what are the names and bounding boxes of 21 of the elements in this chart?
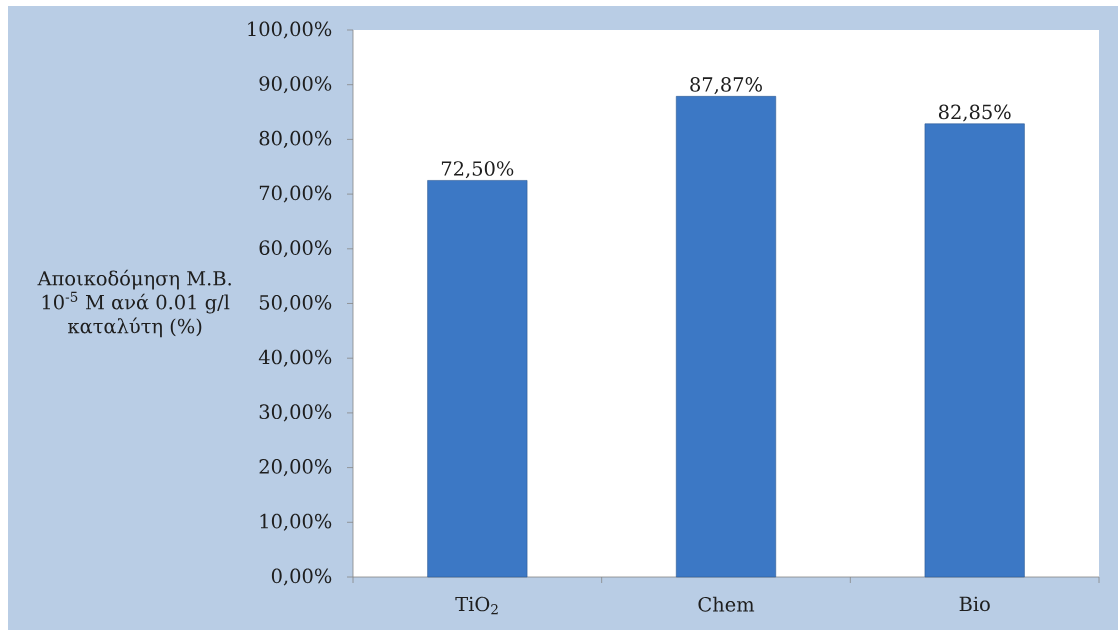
y-tick-label: 70,00% xyxy=(259,185,332,203)
y-tick-label: 100,00% xyxy=(248,21,332,39)
data-label: 72,50% xyxy=(441,161,514,179)
bar xyxy=(675,96,777,578)
x-tick-label: TiO$_{2}$ xyxy=(455,596,498,615)
bar xyxy=(427,180,528,578)
y-axis-title: Αποικοδόμηση Μ.Β. 10$^{-5}$ M ανά 0.01 g/l καταλύτη (%) xyxy=(37,269,231,338)
y-tick-label: 80,00% xyxy=(259,130,332,148)
y-tick-label: 50,00% xyxy=(259,294,332,313)
y-tick-label: 10,00% xyxy=(260,513,332,531)
data-label: 87,87% xyxy=(690,77,762,95)
y-tick-label: 30,00% xyxy=(259,404,332,422)
x-tick-label: Bio xyxy=(959,596,990,612)
y-tick-label: 60,00% xyxy=(259,240,332,258)
bar xyxy=(924,123,1025,578)
y-tick-label: 90,00% xyxy=(259,76,332,94)
data-label: 82,85% xyxy=(938,104,1011,122)
y-tick-label: 20,00% xyxy=(259,459,332,477)
y-tick-label: 40,00% xyxy=(258,349,332,367)
y-tick-label: 0,00% xyxy=(271,568,332,586)
x-tick-label: Chem xyxy=(698,596,755,612)
